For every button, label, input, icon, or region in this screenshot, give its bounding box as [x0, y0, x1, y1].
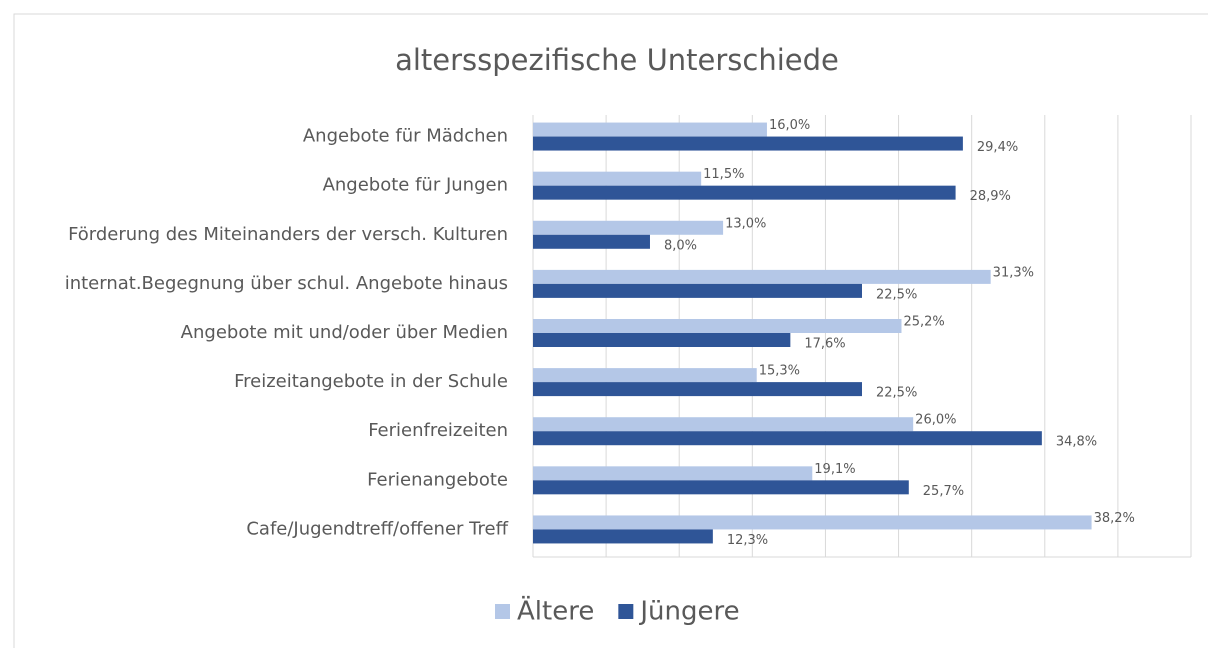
- bar: [533, 333, 791, 347]
- legend-swatch: [618, 604, 634, 619]
- y-tick-label: Cafe/Jugendtreff/offener Treff: [246, 518, 508, 539]
- y-tick-label: Ferienangebote: [367, 469, 508, 490]
- bar: [533, 269, 991, 284]
- bar: [533, 136, 963, 151]
- value-label: 31,3%: [993, 265, 1034, 280]
- y-tick-label: Angebote für Mädchen: [303, 126, 508, 147]
- bar: [533, 417, 914, 432]
- value-label: 25,7%: [923, 484, 964, 499]
- value-label: 22,5%: [876, 386, 917, 401]
- value-label: 38,2%: [1094, 511, 1135, 526]
- y-tick-label: Angebote mit und/oder über Medien: [181, 322, 508, 343]
- value-label: 26,0%: [915, 413, 956, 428]
- legend-swatch: [495, 604, 510, 619]
- bar: [533, 480, 909, 495]
- value-label: 19,1%: [814, 462, 855, 477]
- bar: [533, 234, 650, 249]
- value-label: 16,0%: [769, 118, 810, 133]
- y-tick-label: Ferienfreizeiten: [368, 420, 508, 441]
- bar: [533, 319, 902, 333]
- value-label: 13,0%: [725, 216, 766, 231]
- value-label: 8,0%: [664, 238, 697, 253]
- bar: [533, 431, 1042, 446]
- y-tick-label: Förderung des Miteinanders der versch. K…: [68, 224, 508, 245]
- value-label: 34,8%: [1056, 435, 1097, 450]
- value-label: 11,5%: [703, 167, 744, 182]
- value-label: 29,4%: [977, 140, 1018, 155]
- bar: [533, 382, 862, 397]
- value-label: 25,2%: [903, 315, 944, 330]
- bar: [533, 171, 702, 186]
- chart-title: altersspezifische Unterschiede: [395, 43, 839, 77]
- bar: [533, 283, 862, 298]
- legend-label: Jüngere: [638, 597, 739, 627]
- y-tick-label: internat.Begegnung über schul. Angebote …: [65, 273, 508, 294]
- value-label: 15,3%: [759, 364, 800, 379]
- y-tick-label: Angebote für Jungen: [323, 175, 508, 196]
- value-label: 28,9%: [970, 189, 1011, 204]
- legend-label: Ältere: [517, 595, 594, 627]
- value-label: 22,5%: [876, 287, 917, 302]
- bar: [533, 515, 1092, 530]
- bar: [533, 368, 757, 383]
- bar: [533, 529, 713, 544]
- value-label: 17,6%: [804, 337, 845, 352]
- bar: [533, 220, 724, 235]
- bar: [533, 185, 956, 200]
- y-tick-label: Freizeitangebote in der Schule: [234, 371, 508, 392]
- value-label: 12,3%: [727, 533, 768, 548]
- bar: [533, 122, 767, 137]
- bar: [533, 466, 813, 481]
